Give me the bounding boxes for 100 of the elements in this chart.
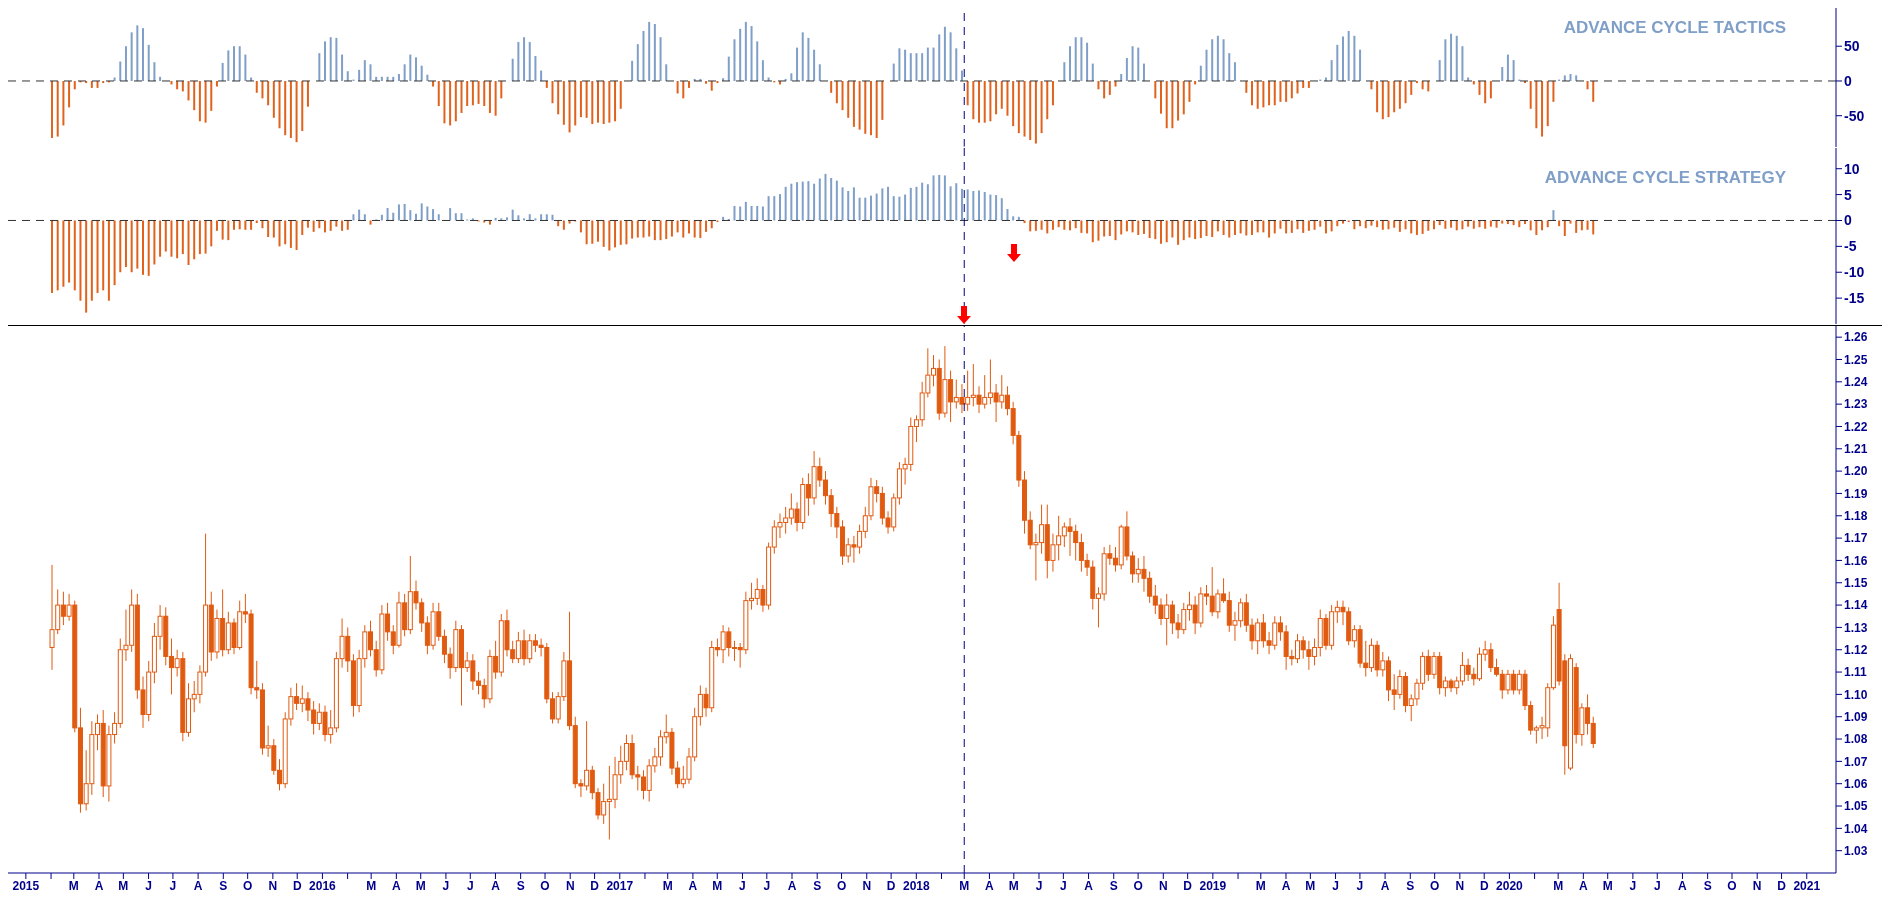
bar bbox=[790, 73, 793, 81]
bar bbox=[1444, 39, 1447, 81]
x-tick-label: J bbox=[1060, 878, 1067, 893]
bar bbox=[761, 206, 764, 221]
bar bbox=[864, 197, 867, 221]
x-tick-label: D bbox=[886, 878, 896, 893]
bar bbox=[659, 37, 662, 81]
x-tick-label: S bbox=[219, 878, 228, 893]
bar bbox=[1154, 80, 1157, 99]
bar bbox=[352, 214, 355, 221]
bar bbox=[426, 74, 429, 81]
bar bbox=[306, 80, 309, 107]
x-tick-label: S bbox=[516, 878, 525, 893]
bar bbox=[1376, 220, 1379, 228]
bar bbox=[1148, 220, 1151, 239]
bar bbox=[926, 47, 929, 81]
bar bbox=[363, 60, 366, 81]
bar bbox=[523, 37, 526, 81]
bar bbox=[1103, 220, 1106, 237]
bar bbox=[1125, 58, 1128, 81]
bar bbox=[1228, 53, 1231, 81]
bar bbox=[341, 220, 344, 231]
bar bbox=[1063, 62, 1066, 81]
bar bbox=[204, 80, 207, 123]
bar bbox=[943, 175, 946, 221]
bar bbox=[1438, 60, 1441, 81]
bar bbox=[102, 220, 105, 291]
bar bbox=[1051, 220, 1054, 230]
bar bbox=[813, 183, 816, 221]
bar bbox=[1410, 220, 1413, 234]
y-tick-label: 1.06 bbox=[1844, 776, 1868, 791]
bar bbox=[676, 80, 679, 94]
bar bbox=[142, 28, 145, 81]
x-tick-label: S bbox=[1406, 878, 1415, 893]
bar bbox=[585, 80, 588, 118]
bar bbox=[807, 181, 810, 221]
bar bbox=[301, 80, 304, 132]
y-tick-label: 1.03 bbox=[1844, 843, 1868, 858]
bar bbox=[443, 80, 446, 124]
bar bbox=[1268, 220, 1271, 238]
bar bbox=[130, 32, 133, 81]
bar bbox=[1211, 220, 1214, 238]
x-tick-label: A bbox=[1084, 878, 1094, 893]
bar bbox=[1268, 80, 1271, 106]
bar bbox=[227, 50, 230, 81]
bar bbox=[187, 80, 190, 101]
y-tick-label: 1.20 bbox=[1844, 464, 1868, 479]
bar bbox=[921, 182, 924, 221]
bar bbox=[995, 80, 998, 115]
bar bbox=[73, 220, 76, 291]
bar bbox=[818, 64, 821, 81]
bar bbox=[653, 23, 656, 81]
bar bbox=[1160, 80, 1163, 114]
bar bbox=[1023, 80, 1026, 137]
x-tick-label: M bbox=[1305, 878, 1316, 893]
bar bbox=[608, 220, 611, 251]
bar bbox=[966, 80, 969, 106]
bar bbox=[551, 214, 554, 221]
bar bbox=[244, 54, 247, 81]
bar bbox=[1080, 220, 1083, 233]
bar bbox=[210, 220, 213, 247]
bar bbox=[1165, 220, 1168, 243]
bar bbox=[267, 80, 270, 106]
bar bbox=[1285, 80, 1288, 102]
bar bbox=[1290, 220, 1293, 233]
bar bbox=[955, 183, 958, 221]
bar bbox=[687, 80, 690, 88]
y-tick-label: -15 bbox=[1844, 290, 1865, 307]
bar bbox=[1245, 220, 1248, 236]
bar bbox=[1097, 80, 1100, 90]
bar bbox=[1541, 80, 1544, 137]
bar bbox=[830, 178, 833, 221]
x-tick-label: O bbox=[540, 878, 550, 893]
x-tick-label: 2017 bbox=[606, 878, 634, 893]
x-tick-label: O bbox=[1429, 878, 1440, 893]
bar bbox=[1279, 80, 1282, 102]
bar bbox=[642, 30, 645, 81]
bar bbox=[648, 220, 651, 237]
bar bbox=[437, 80, 440, 106]
x-tick-label: N bbox=[1752, 878, 1762, 893]
bar bbox=[619, 80, 622, 109]
bar bbox=[1142, 63, 1145, 81]
bar bbox=[744, 201, 747, 221]
bar bbox=[852, 187, 855, 221]
x-tick-label: M bbox=[366, 878, 377, 893]
y-tick-label: 1.19 bbox=[1844, 486, 1868, 501]
bar bbox=[238, 220, 241, 230]
bar bbox=[1262, 80, 1265, 108]
bar bbox=[909, 187, 912, 221]
bar bbox=[437, 214, 440, 221]
bar bbox=[875, 80, 878, 138]
text: ADVANCE CYCLE STRATEGY bbox=[1544, 168, 1786, 188]
x-tick-label: A bbox=[193, 878, 203, 893]
bar bbox=[1546, 220, 1549, 228]
bar bbox=[796, 47, 799, 81]
bar bbox=[1205, 220, 1208, 236]
bar bbox=[358, 69, 361, 81]
bar bbox=[972, 80, 975, 120]
bar bbox=[426, 206, 429, 221]
bar bbox=[1211, 39, 1214, 81]
